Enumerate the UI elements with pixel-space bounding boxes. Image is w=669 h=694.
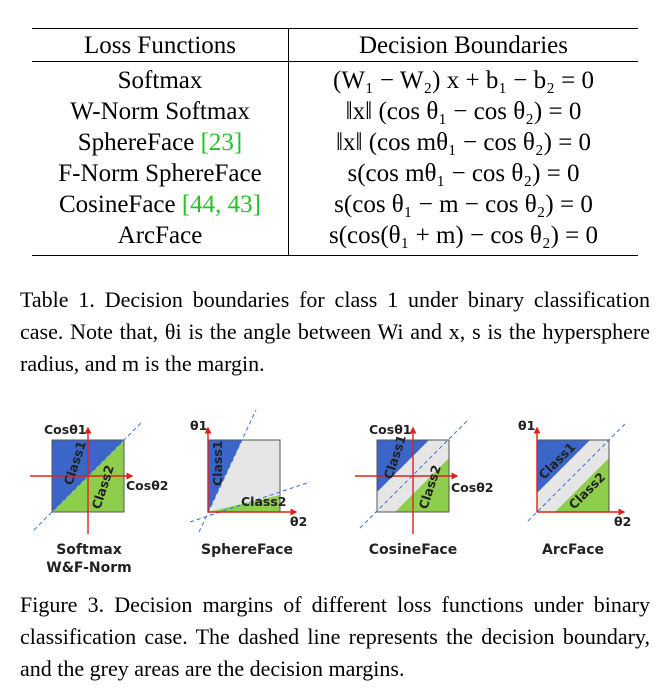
- table-row: CosineFace [44, 43] s(cos θ₁ − m − cos θ…: [32, 189, 638, 220]
- class1-region: [208, 440, 242, 512]
- panel-title-line: CosineFace: [368, 542, 458, 558]
- table-row: ArcFace s(cos(θ₁ + m) − cos θ₂) = 0: [32, 220, 638, 256]
- panel-softmax: Cosθ1 Cosθ2 Class1 Class2: [30, 421, 169, 534]
- header-decision-boundaries: Decision Boundaries: [359, 32, 568, 59]
- panel-title-cosineface: CosineFace: [338, 541, 488, 559]
- loss-name: SphereFace: [77, 129, 201, 156]
- citation-link[interactable]: [23]: [200, 129, 243, 156]
- loss-name-cell: W-Norm Softmax: [32, 96, 289, 127]
- loss-name-cell: F-Norm SphereFace: [32, 158, 289, 189]
- loss-name-cell: Softmax: [32, 61, 289, 96]
- loss-name: W-Norm Softmax: [70, 98, 250, 125]
- loss-functions-table: Loss Functions Decision Boundaries Softm…: [32, 28, 638, 256]
- panel-title-line: W&F-Norm: [46, 560, 132, 576]
- class1-label: Class1: [210, 441, 225, 486]
- panel-title-sphereface: SphereFace: [172, 541, 322, 559]
- table-row: F-Norm SphereFace s(cos mθ₁ − cos θ₂) = …: [32, 158, 638, 189]
- loss-name-cell: CosineFace [44, 43]: [32, 189, 289, 220]
- table-row: Softmax (W₁ − W₂) x + b₁ − b₂ = 0: [32, 61, 638, 96]
- class2-label: Class2: [241, 494, 286, 509]
- figure-caption: Figure 3. Decision margins of different …: [20, 592, 650, 681]
- loss-name: Softmax: [117, 67, 203, 94]
- loss-name: ArcFace: [117, 222, 203, 249]
- panel-sphereface: θ1 θ2 Class1 Class2: [189, 409, 311, 533]
- loss-name: CosineFace: [58, 191, 182, 218]
- boundary-cell: ‖x‖ (cos θ₁ − cos θ₂) = 0: [345, 98, 582, 125]
- boundary-cell: (W₁ − W₂) x + b₁ − b₂ = 0: [333, 67, 594, 94]
- x-axis-label: θ2: [614, 514, 631, 529]
- class1-region: [377, 440, 429, 492]
- panel-title-line: Softmax: [56, 542, 122, 558]
- table-header-row: Loss Functions Decision Boundaries: [32, 28, 638, 62]
- decision-boundary-dashed: [527, 422, 627, 522]
- loss-name-cell: SphereFace [23]: [32, 127, 289, 158]
- y-axis-label: Cosθ1: [369, 422, 412, 437]
- table-caption: Table 1. Decision boundaries for class 1…: [20, 287, 650, 376]
- y-axis-label: θ1: [190, 418, 207, 433]
- class2-region: [555, 458, 609, 512]
- boundary-cell: s(cos(θ₁ + m) − cos θ₂) = 0: [328, 222, 599, 249]
- decision-boundary-dashed: [189, 481, 311, 523]
- panel-title-softmax: Softmax W&F-Norm: [14, 541, 164, 577]
- table-row: SphereFace [23] ‖x‖ (cos mθ₁ − cos θ₂) =…: [32, 127, 638, 158]
- boundary-cell: ‖x‖ (cos mθ₁ − cos θ₂) = 0: [335, 129, 592, 156]
- boundary-cell: s(cos mθ₁ − cos θ₂) = 0: [347, 160, 580, 187]
- panel-arcface: θ1 θ2 Class1 Class2: [518, 418, 631, 529]
- y-axis-label: θ1: [518, 418, 535, 433]
- header-loss-functions: Loss Functions: [32, 28, 289, 62]
- loss-name-cell: ArcFace: [32, 220, 289, 256]
- boundary-cell: s(cos θ₁ − m − cos θ₂) = 0: [334, 191, 593, 218]
- citation-link[interactable]: [44, 43]: [181, 191, 262, 218]
- x-axis-label: Cosθ2: [451, 480, 494, 495]
- loss-name: F-Norm SphereFace: [58, 160, 262, 187]
- panel-title-line: SphereFace: [201, 542, 293, 558]
- y-axis-label: Cosθ1: [44, 422, 87, 437]
- decision-boundary-dashed: [359, 419, 469, 529]
- figure-diagrams: Cosθ1 Cosθ2 Class1 Class2 θ1 θ2 Class1 C…: [30, 409, 631, 534]
- x-axis-label: θ2: [290, 514, 307, 529]
- class1-region: [537, 440, 590, 493]
- table-row: W-Norm Softmax ‖x‖ (cos θ₁ − cos θ₂) = 0: [32, 96, 638, 127]
- panel-title-arcface: ArcFace: [498, 541, 648, 559]
- decision-margins-figure: Cosθ1 Cosθ2 Class1 Class2 θ1 θ2 Class1 C…: [20, 400, 650, 576]
- panel-cosineface: Cosθ1 Cosθ2 Class1 Class2: [355, 419, 494, 534]
- panel-title-line: ArcFace: [541, 542, 605, 558]
- class2-region: [395, 458, 449, 512]
- decision-boundary-dashed: [33, 421, 143, 531]
- x-axis-label: Cosθ2: [126, 478, 169, 493]
